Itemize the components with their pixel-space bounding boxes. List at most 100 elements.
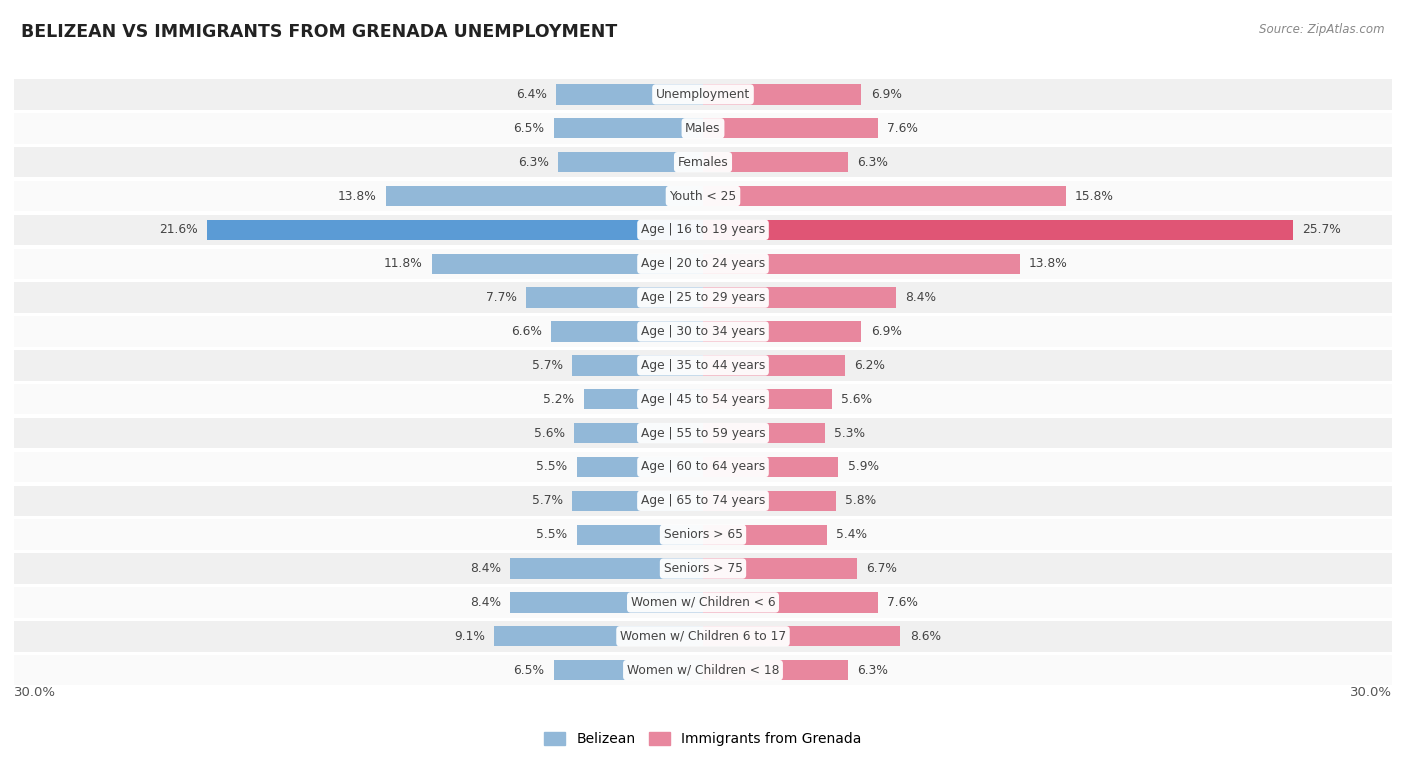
Bar xyxy=(14,316,1392,347)
Text: Females: Females xyxy=(678,156,728,169)
Bar xyxy=(583,389,703,410)
Text: 6.5%: 6.5% xyxy=(513,664,544,677)
Bar xyxy=(558,152,703,173)
Text: Seniors > 65: Seniors > 65 xyxy=(664,528,742,541)
Bar xyxy=(14,519,1392,550)
Bar xyxy=(14,181,1392,211)
Bar xyxy=(14,282,1392,313)
Bar xyxy=(703,491,837,511)
Bar xyxy=(551,321,703,341)
Bar xyxy=(703,220,1294,240)
Text: Age | 35 to 44 years: Age | 35 to 44 years xyxy=(641,359,765,372)
Bar xyxy=(14,147,1392,177)
Text: Seniors > 75: Seniors > 75 xyxy=(664,562,742,575)
Text: 5.9%: 5.9% xyxy=(848,460,879,473)
Text: Women w/ Children < 6: Women w/ Children < 6 xyxy=(631,596,775,609)
Bar xyxy=(703,355,845,375)
Text: 5.7%: 5.7% xyxy=(531,494,562,507)
Text: Age | 30 to 34 years: Age | 30 to 34 years xyxy=(641,325,765,338)
Text: 5.5%: 5.5% xyxy=(536,460,568,473)
Bar xyxy=(703,152,848,173)
Bar xyxy=(572,355,703,375)
Bar xyxy=(703,389,831,410)
Bar xyxy=(526,288,703,308)
Text: 5.6%: 5.6% xyxy=(534,427,565,440)
Bar xyxy=(14,418,1392,448)
Text: 8.4%: 8.4% xyxy=(470,596,501,609)
Text: 7.7%: 7.7% xyxy=(486,291,517,304)
Bar xyxy=(554,118,703,139)
Text: 6.7%: 6.7% xyxy=(866,562,897,575)
Text: 30.0%: 30.0% xyxy=(1350,686,1392,699)
Text: 11.8%: 11.8% xyxy=(384,257,423,270)
Bar xyxy=(14,452,1392,482)
Text: 25.7%: 25.7% xyxy=(1302,223,1341,236)
Text: 7.6%: 7.6% xyxy=(887,122,918,135)
Text: 6.3%: 6.3% xyxy=(856,664,887,677)
Text: Age | 60 to 64 years: Age | 60 to 64 years xyxy=(641,460,765,473)
Text: Source: ZipAtlas.com: Source: ZipAtlas.com xyxy=(1260,23,1385,36)
Text: Age | 16 to 19 years: Age | 16 to 19 years xyxy=(641,223,765,236)
Text: Youth < 25: Youth < 25 xyxy=(669,189,737,203)
Bar xyxy=(576,456,703,477)
Bar xyxy=(14,215,1392,245)
Bar xyxy=(703,423,825,444)
Bar xyxy=(572,491,703,511)
Text: Males: Males xyxy=(685,122,721,135)
Text: 6.9%: 6.9% xyxy=(870,88,901,101)
Bar xyxy=(555,84,703,104)
Bar xyxy=(510,559,703,578)
Text: 5.8%: 5.8% xyxy=(845,494,876,507)
Bar xyxy=(703,559,856,578)
Bar xyxy=(703,118,877,139)
Text: 5.3%: 5.3% xyxy=(834,427,865,440)
Bar xyxy=(576,525,703,545)
Text: 6.5%: 6.5% xyxy=(513,122,544,135)
Bar xyxy=(554,660,703,681)
Text: 7.6%: 7.6% xyxy=(887,596,918,609)
Bar xyxy=(703,84,862,104)
Text: 6.9%: 6.9% xyxy=(870,325,901,338)
Text: 6.2%: 6.2% xyxy=(855,359,886,372)
Text: 13.8%: 13.8% xyxy=(1029,257,1067,270)
Text: 6.3%: 6.3% xyxy=(519,156,550,169)
Text: Women w/ Children 6 to 17: Women w/ Children 6 to 17 xyxy=(620,630,786,643)
Text: 13.8%: 13.8% xyxy=(339,189,377,203)
Bar xyxy=(703,186,1066,206)
Text: Age | 55 to 59 years: Age | 55 to 59 years xyxy=(641,427,765,440)
Text: 21.6%: 21.6% xyxy=(159,223,198,236)
Text: Unemployment: Unemployment xyxy=(655,88,751,101)
Text: 8.6%: 8.6% xyxy=(910,630,941,643)
Bar xyxy=(14,384,1392,415)
Bar xyxy=(703,288,896,308)
Bar xyxy=(510,592,703,612)
Legend: Belizean, Immigrants from Grenada: Belizean, Immigrants from Grenada xyxy=(538,727,868,752)
Text: 6.3%: 6.3% xyxy=(856,156,887,169)
Bar xyxy=(703,626,900,646)
Text: 9.1%: 9.1% xyxy=(454,630,485,643)
Bar xyxy=(575,423,703,444)
Bar xyxy=(432,254,703,274)
Text: Age | 65 to 74 years: Age | 65 to 74 years xyxy=(641,494,765,507)
Text: 8.4%: 8.4% xyxy=(905,291,936,304)
Text: BELIZEAN VS IMMIGRANTS FROM GRENADA UNEMPLOYMENT: BELIZEAN VS IMMIGRANTS FROM GRENADA UNEM… xyxy=(21,23,617,41)
Bar xyxy=(387,186,703,206)
Bar xyxy=(703,456,838,477)
Text: 5.7%: 5.7% xyxy=(531,359,562,372)
Bar xyxy=(703,660,848,681)
Text: 15.8%: 15.8% xyxy=(1076,189,1114,203)
Bar xyxy=(703,525,827,545)
Text: 8.4%: 8.4% xyxy=(470,562,501,575)
Bar xyxy=(703,321,862,341)
Bar xyxy=(703,254,1019,274)
Text: 6.6%: 6.6% xyxy=(512,325,543,338)
Bar xyxy=(14,621,1392,652)
Text: 6.4%: 6.4% xyxy=(516,88,547,101)
Text: Age | 20 to 24 years: Age | 20 to 24 years xyxy=(641,257,765,270)
Bar xyxy=(14,587,1392,618)
Bar xyxy=(14,655,1392,685)
Bar xyxy=(14,350,1392,381)
Bar xyxy=(14,79,1392,110)
Bar xyxy=(207,220,703,240)
Bar xyxy=(14,248,1392,279)
